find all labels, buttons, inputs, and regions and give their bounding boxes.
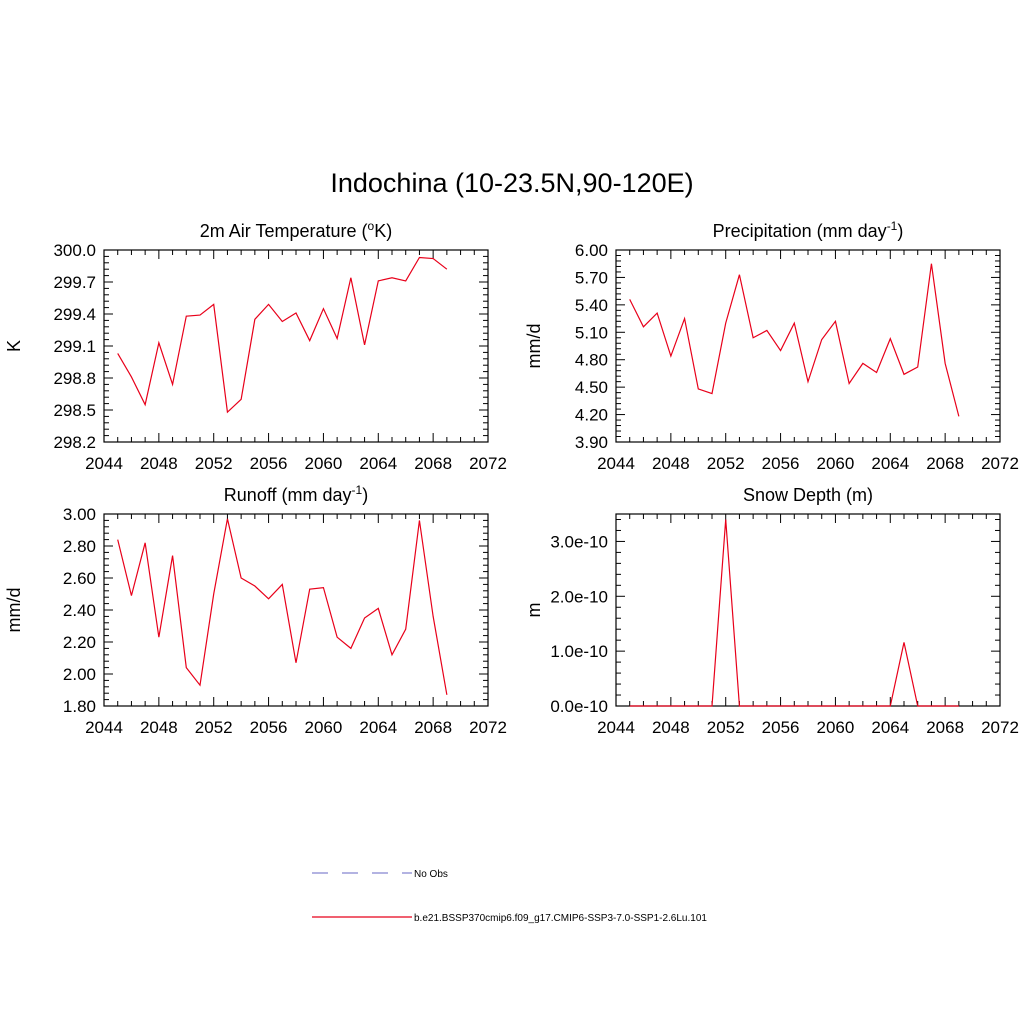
- series-line: [629, 519, 959, 707]
- x-tick-label: 2064: [871, 454, 909, 473]
- y-tick-label: 298.5: [53, 401, 96, 420]
- x-tick-label: 2056: [762, 718, 800, 737]
- x-tick-label: 2056: [250, 718, 288, 737]
- x-tick-label: 2048: [652, 718, 690, 737]
- y-tick-label: 6.00: [575, 241, 608, 260]
- y-tick-label: 3.0e-10: [550, 532, 608, 551]
- legend-obs-label: No Obs: [414, 869, 448, 880]
- y-tick-label: 5.40: [575, 296, 608, 315]
- x-tick-label: 2048: [140, 718, 178, 737]
- y-tick-label: 2.00: [63, 665, 96, 684]
- x-tick-label: 2044: [597, 718, 635, 737]
- x-tick-label: 2056: [250, 454, 288, 473]
- legend: No Obs b.e21.BSSP370cmip6.f09_g17.CMIP6-S…: [312, 869, 707, 924]
- panel-4: Snow Depth (m) 2044 2048 2052 2056 2060 2064 20…: [524, 485, 1019, 737]
- x-tick-label: 2068: [926, 718, 964, 737]
- x-tick-label: 2060: [817, 454, 855, 473]
- x-tick-label: 2068: [414, 718, 452, 737]
- x-tick-label: 2052: [707, 718, 745, 737]
- y-tick-label: 2.60: [63, 569, 96, 588]
- series-line: [629, 263, 960, 417]
- y-tick-label: 2.20: [63, 633, 96, 652]
- y-axis-label: mm/d: [4, 588, 24, 633]
- series-line: [117, 518, 448, 695]
- y-tick-label: 2.40: [63, 601, 96, 620]
- y-tick-label: 1.0e-10: [550, 642, 608, 661]
- x-tick-label: 2068: [414, 454, 452, 473]
- x-tick-label: 2060: [305, 454, 343, 473]
- x-tick-label: 2060: [817, 718, 855, 737]
- panel-title: Snow Depth (m): [743, 485, 873, 505]
- panel-title: 2m Air Temperature (oK): [200, 219, 392, 241]
- x-tick-label: 2048: [140, 454, 178, 473]
- y-tick-label: 2.80: [63, 537, 96, 556]
- x-tick-label: 2064: [871, 718, 909, 737]
- series-line: [117, 256, 448, 414]
- y-tick-label: 3.90: [575, 433, 608, 452]
- panel-title: Runoff (mm day-1): [224, 483, 368, 505]
- plot-frame: [615, 513, 1001, 707]
- y-tick-label: 5.70: [575, 268, 608, 287]
- y-tick-label: 3.00: [63, 505, 96, 524]
- x-tick-label: 2056: [762, 454, 800, 473]
- y-tick-label: 299.4: [53, 305, 96, 324]
- x-tick-label: 2072: [469, 718, 507, 737]
- x-tick-label: 2048: [652, 454, 690, 473]
- y-tick-label: 5.10: [575, 323, 608, 342]
- x-tick-label: 2052: [195, 454, 233, 473]
- y-tick-label: 1.80: [63, 697, 96, 716]
- panel-title: Precipitation (mm day-1): [713, 219, 904, 241]
- y-tick-label: 299.1: [53, 337, 96, 356]
- y-tick-label: 300.0: [53, 241, 96, 260]
- x-tick-label: 2044: [597, 454, 635, 473]
- x-tick-label: 2064: [359, 454, 397, 473]
- x-tick-label: 2068: [926, 454, 964, 473]
- x-tick-label: 2072: [981, 454, 1019, 473]
- y-tick-label: 298.8: [53, 369, 96, 388]
- x-tick-label: 2064: [359, 718, 397, 737]
- y-tick-label: 4.20: [575, 406, 608, 425]
- figure-title: Indochina (10-23.5N,90-120E): [330, 168, 694, 198]
- y-tick-label: 0.0e-10: [550, 697, 608, 716]
- x-tick-label: 2044: [85, 718, 123, 737]
- x-tick-label: 2072: [981, 718, 1019, 737]
- x-tick-label: 2052: [707, 454, 745, 473]
- y-tick-label: 2.0e-10: [550, 587, 608, 606]
- x-tick-label: 2044: [85, 454, 123, 473]
- y-axis-label: mm/d: [524, 324, 544, 369]
- y-axis-label: m: [524, 603, 544, 618]
- plot-frame: [103, 249, 489, 443]
- panel-3: Runoff (mm day-1) 2044 2048 2052 2056 2060 206…: [4, 483, 507, 737]
- x-tick-label: 2052: [195, 718, 233, 737]
- legend-model-label: b.e21.BSSP370cmip6.f09_g17.CMIP6-SSP3-7.…: [414, 913, 707, 924]
- panel-1: 2m Air Temperature (oK) 2044 2048 2052 2056 2…: [4, 219, 507, 473]
- y-tick-label: 4.80: [575, 351, 608, 370]
- x-tick-label: 2060: [305, 718, 343, 737]
- y-tick-label: 298.2: [53, 433, 96, 452]
- y-tick-label: 299.7: [53, 273, 96, 292]
- panel-2: Precipitation (mm day-1) 2044 2048 2052 2056…: [524, 219, 1019, 473]
- y-tick-label: 4.50: [575, 378, 608, 397]
- y-axis-label: K: [4, 340, 24, 352]
- x-tick-label: 2072: [469, 454, 507, 473]
- plot-frame: [103, 513, 489, 707]
